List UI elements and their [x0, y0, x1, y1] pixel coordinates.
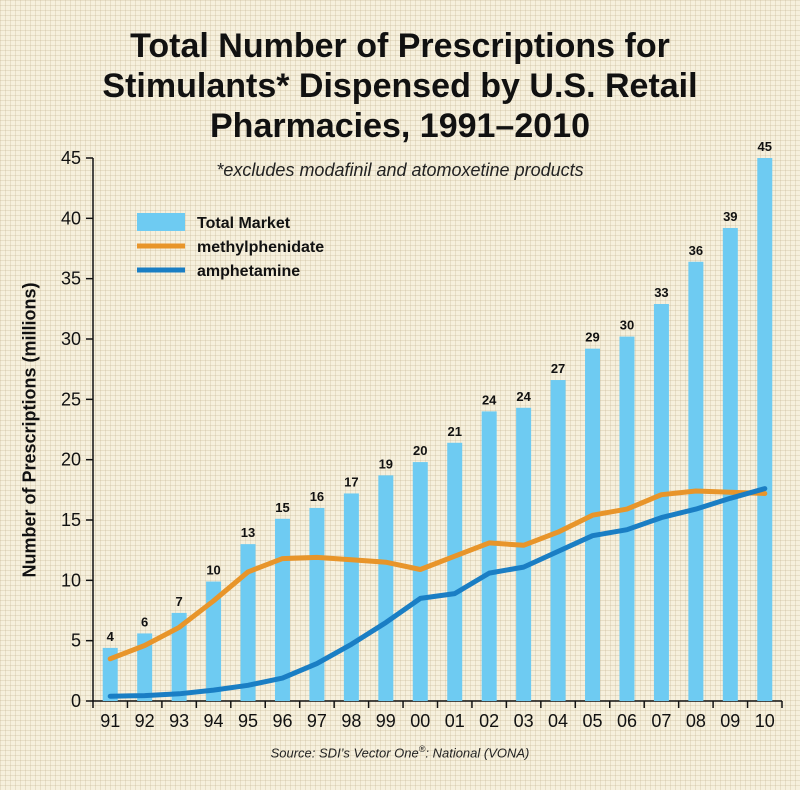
bar: [206, 581, 222, 701]
x-tick-label: 10: [755, 711, 775, 731]
bar: [585, 348, 601, 701]
y-tick-label: 25: [61, 389, 81, 409]
legend-label: amphetamine: [197, 263, 300, 280]
bar: [274, 518, 290, 701]
legend-label: Total Market: [197, 215, 291, 232]
bar-data-label: 15: [275, 500, 289, 515]
bar: [653, 304, 669, 701]
bar: [343, 493, 359, 701]
x-tick-label: 93: [169, 711, 189, 731]
x-tick-label: 97: [307, 711, 327, 731]
chart-title-line-3: Pharmacies, 1991–2010: [210, 107, 590, 145]
bar-data-label: 24: [516, 389, 531, 404]
y-tick-label: 0: [71, 691, 81, 711]
chart-title: Total Number of Prescriptions for Stimul…: [0, 26, 800, 146]
chart-subtitle: *excludes modafinil and atomoxetine prod…: [216, 160, 584, 180]
source-prefix: Source: SDI’s Vector One: [270, 745, 419, 761]
bar: [757, 158, 773, 701]
x-tick-label: 95: [238, 711, 258, 731]
y-tick-label: 40: [61, 208, 81, 228]
bar: [378, 475, 394, 701]
bar-data-label: 45: [758, 139, 772, 154]
x-tick-label: 99: [376, 711, 396, 731]
series-line-amphetamine: [107, 486, 768, 699]
bar-data-label: 39: [723, 209, 737, 224]
bar-data-label: 36: [689, 243, 703, 258]
x-tick-label: 91: [100, 711, 120, 731]
bar: [722, 227, 738, 701]
bar: [688, 261, 704, 701]
chart-title-line-2: Stimulants* Dispensed by U.S. Retail: [102, 67, 698, 105]
x-tick-label: 07: [651, 711, 671, 731]
bar-data-label: 7: [176, 594, 183, 609]
y-tick-label: 10: [61, 570, 81, 590]
x-tick-label: 06: [617, 711, 637, 731]
bar: [550, 380, 566, 701]
bar-data-label: 19: [379, 456, 393, 471]
bar-data-label: 27: [551, 361, 565, 376]
x-tick-label: 02: [479, 711, 499, 731]
bar: [412, 462, 428, 701]
bar-data-label: 16: [310, 489, 324, 504]
bar: [516, 407, 532, 701]
y-tick-label: 30: [61, 329, 81, 349]
bar-data-label: 24: [482, 392, 497, 407]
x-tick-label: 01: [445, 711, 465, 731]
bar: [102, 647, 118, 701]
bar: [171, 612, 187, 701]
x-tick-label: 03: [514, 711, 534, 731]
bar-data-label: 21: [447, 424, 461, 439]
bar-data-label: 4: [107, 629, 115, 644]
bar-data-label: 6: [141, 614, 148, 629]
legend-label: methylphenidate: [197, 239, 324, 256]
bar: [447, 442, 463, 701]
x-tick-label: 04: [548, 711, 568, 731]
bar: [240, 544, 256, 701]
bar-data-label: 17: [344, 474, 358, 489]
y-tick-label: 35: [61, 269, 81, 289]
bar-data-label: 30: [620, 318, 634, 333]
x-tick-label: 08: [686, 711, 706, 731]
x-tick-label: 00: [410, 711, 430, 731]
bar: [137, 633, 153, 701]
x-tick-label: 94: [204, 711, 224, 731]
y-tick-label: 15: [61, 510, 81, 530]
y-tick-label: 45: [61, 148, 81, 168]
source-suffix: : National (VONA): [425, 745, 530, 761]
bar-data-label: 29: [585, 330, 599, 345]
y-tick-label: 5: [71, 631, 81, 651]
y-tick-label: 20: [61, 450, 81, 470]
bar-data-label: 33: [654, 285, 668, 300]
x-tick-label: 09: [720, 711, 740, 731]
legend-swatch-bar: [137, 213, 185, 231]
bar-data-label: 13: [241, 525, 255, 540]
x-tick-label: 05: [583, 711, 603, 731]
source-note: Source: SDI’s Vector One®: National (VON…: [0, 744, 800, 760]
x-tick-label: 98: [341, 711, 361, 731]
bar: [619, 336, 635, 701]
source-registered-mark: ®: [418, 744, 426, 754]
bar-data-label: 10: [206, 563, 220, 578]
x-tick-label: 92: [135, 711, 155, 731]
series-line-methylphenidate: [107, 488, 768, 662]
bar: [309, 507, 325, 701]
chart-title-line-1: Total Number of Prescriptions for: [130, 27, 670, 65]
bar-data-label: 20: [413, 443, 427, 458]
bar: [481, 411, 497, 701]
x-tick-label: 96: [272, 711, 292, 731]
